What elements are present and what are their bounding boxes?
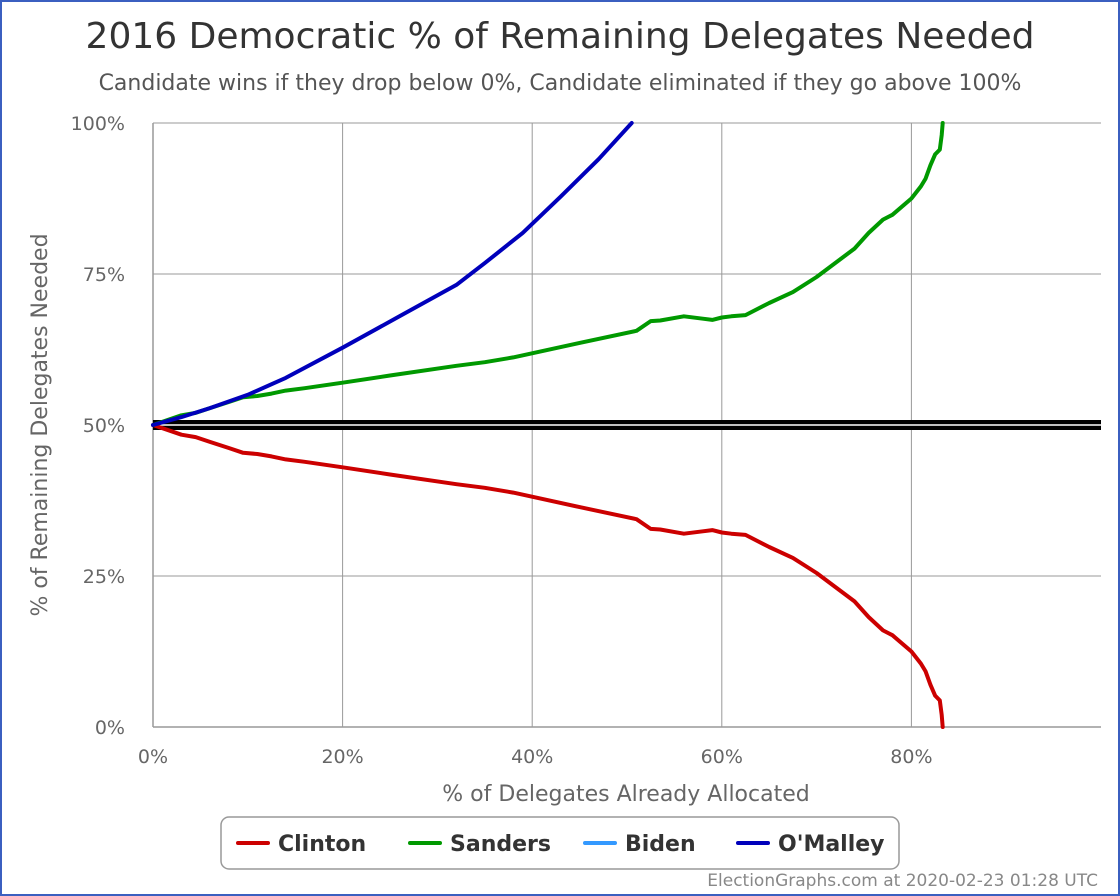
- credit-text: ElectionGraphs.com at 2020-02-23 01:28 U…: [707, 871, 1098, 891]
- legend-item-sanders[interactable]: Sanders: [408, 832, 551, 857]
- x-axis-title: % of Delegates Already Allocated: [442, 782, 809, 807]
- x-tick-label: 40%: [511, 746, 553, 768]
- legend-label: Biden: [625, 832, 696, 857]
- y-tick-label: 50%: [83, 415, 125, 437]
- y-tick-label: 0%: [95, 717, 125, 739]
- x-tick-label: 20%: [321, 746, 363, 768]
- legend-item-o-malley[interactable]: O'Malley: [736, 832, 885, 857]
- y-tick-label: 25%: [83, 566, 125, 588]
- legend: Clinton Sanders Biden O'Malley: [220, 816, 900, 870]
- chart-title: 2016 Democratic % of Remaining Delegates…: [86, 16, 1035, 57]
- tick-labels: 0% 25% 50% 75% 100% 0% 20% 40% 60% 80%: [71, 113, 933, 768]
- x-tick-label: 0%: [138, 746, 168, 768]
- legend-item-clinton[interactable]: Clinton: [236, 832, 366, 857]
- legend-label: O'Malley: [778, 832, 885, 857]
- series-line-clinton: [151, 423, 945, 729]
- legend-box: [220, 816, 900, 870]
- y-tick-label: 100%: [71, 113, 125, 135]
- series-line-sanders: [151, 121, 945, 427]
- series-lines: [151, 121, 1101, 729]
- y-tick-label: 75%: [83, 264, 125, 286]
- legend-item-biden[interactable]: Biden: [583, 832, 696, 857]
- legend-label: Clinton: [278, 832, 366, 857]
- x-tick-label: 80%: [890, 746, 932, 768]
- x-tick-label: 60%: [701, 746, 743, 768]
- y-axis-title: % of Remaining Delegates Needed: [28, 233, 53, 616]
- series-line-o-malley: [151, 121, 634, 427]
- chart-subtitle: Candidate wins if they drop below 0%, Ca…: [99, 71, 1022, 96]
- legend-label: Sanders: [450, 832, 551, 857]
